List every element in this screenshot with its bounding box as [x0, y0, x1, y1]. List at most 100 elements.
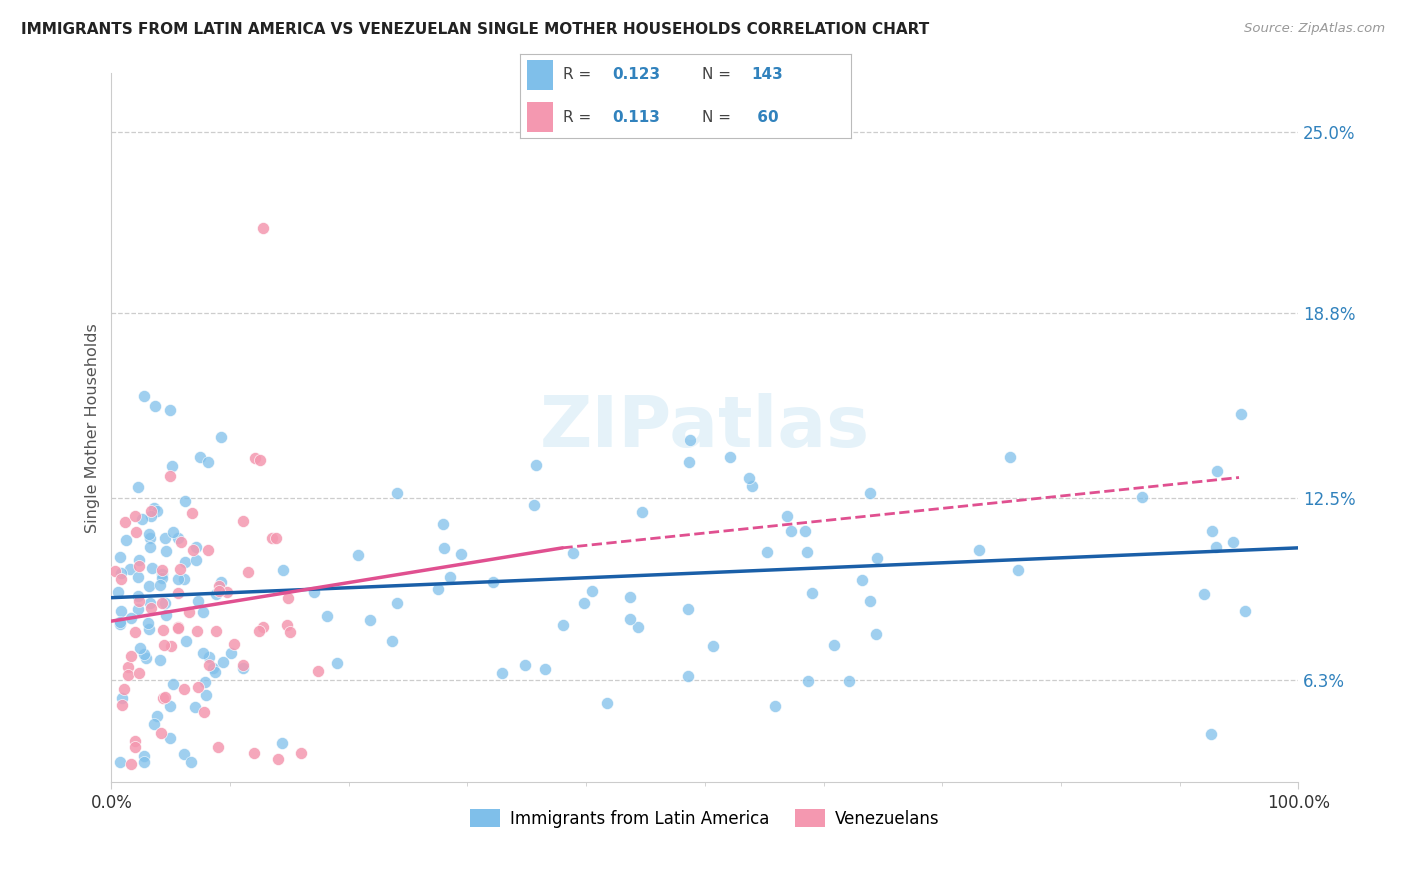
Point — [131, 512, 153, 526]
Point — [167, 621, 190, 635]
Point — [173, 555, 195, 569]
Point — [433, 541, 456, 555]
Point — [149, 652, 172, 666]
Point — [187, 594, 209, 608]
Point — [197, 542, 219, 557]
Point — [187, 680, 209, 694]
Point — [108, 615, 131, 629]
Point — [128, 666, 150, 681]
Point — [1192, 587, 1215, 601]
Point — [779, 524, 801, 538]
Point — [217, 585, 239, 599]
Point — [865, 626, 887, 640]
Point — [146, 709, 169, 723]
Point — [153, 690, 176, 705]
Point — [271, 564, 294, 578]
Point — [138, 540, 160, 554]
Point — [290, 746, 312, 760]
Point — [1007, 563, 1029, 577]
Point — [115, 533, 138, 548]
Point — [167, 620, 190, 634]
Point — [1130, 490, 1153, 504]
Point — [222, 637, 245, 651]
Point — [134, 647, 156, 661]
Point — [800, 586, 823, 600]
Point — [194, 674, 217, 689]
Point — [679, 434, 702, 448]
Point — [184, 541, 207, 555]
Point — [152, 691, 174, 706]
Point — [678, 455, 700, 469]
Text: N =: N = — [702, 67, 735, 82]
Point — [197, 657, 219, 672]
Point — [619, 590, 641, 604]
Point — [278, 624, 301, 639]
Point — [159, 469, 181, 483]
Point — [678, 669, 700, 683]
Point — [266, 752, 288, 766]
Point — [236, 565, 259, 579]
Point — [138, 622, 160, 636]
Point — [204, 624, 226, 638]
Point — [194, 689, 217, 703]
Point — [124, 624, 146, 639]
Point — [128, 601, 150, 615]
Point — [181, 543, 204, 558]
Point — [184, 552, 207, 566]
Point — [134, 749, 156, 764]
Point — [243, 746, 266, 760]
Point — [173, 494, 195, 508]
Point — [524, 458, 547, 472]
Point — [149, 578, 172, 592]
Point — [738, 471, 761, 485]
Point — [150, 596, 173, 610]
Point — [1205, 540, 1227, 554]
Point — [193, 606, 215, 620]
Point — [132, 755, 155, 769]
Point — [110, 566, 132, 580]
Point — [166, 586, 188, 600]
Point — [128, 594, 150, 608]
Point — [177, 605, 200, 619]
Point — [184, 700, 207, 714]
Point — [150, 567, 173, 582]
Point — [146, 504, 169, 518]
Point — [127, 480, 149, 494]
Point — [104, 564, 127, 578]
Point — [197, 455, 219, 469]
Point — [132, 388, 155, 402]
Point — [678, 601, 700, 615]
Point — [125, 524, 148, 539]
Point — [117, 668, 139, 682]
Point — [135, 651, 157, 665]
Point — [232, 661, 254, 675]
Point — [127, 589, 149, 603]
Text: 0.123: 0.123 — [613, 67, 661, 82]
Point — [108, 755, 131, 769]
Point — [117, 659, 139, 673]
Point — [193, 647, 215, 661]
Point — [153, 531, 176, 545]
Point — [1234, 604, 1257, 618]
Point — [316, 608, 339, 623]
Point — [160, 639, 183, 653]
Point — [204, 665, 226, 679]
Point — [249, 453, 271, 467]
Point — [450, 547, 472, 561]
Point — [718, 450, 741, 464]
Point — [439, 570, 461, 584]
Point — [204, 587, 226, 601]
Point — [120, 648, 142, 663]
Point — [155, 607, 177, 622]
Point — [124, 740, 146, 755]
Point — [120, 757, 142, 772]
Point — [150, 564, 173, 578]
Point — [141, 504, 163, 518]
Point — [193, 705, 215, 719]
Point — [198, 650, 221, 665]
Text: N =: N = — [702, 110, 735, 125]
Point — [1222, 535, 1244, 549]
Point — [794, 524, 817, 538]
Point — [153, 596, 176, 610]
Point — [128, 559, 150, 574]
